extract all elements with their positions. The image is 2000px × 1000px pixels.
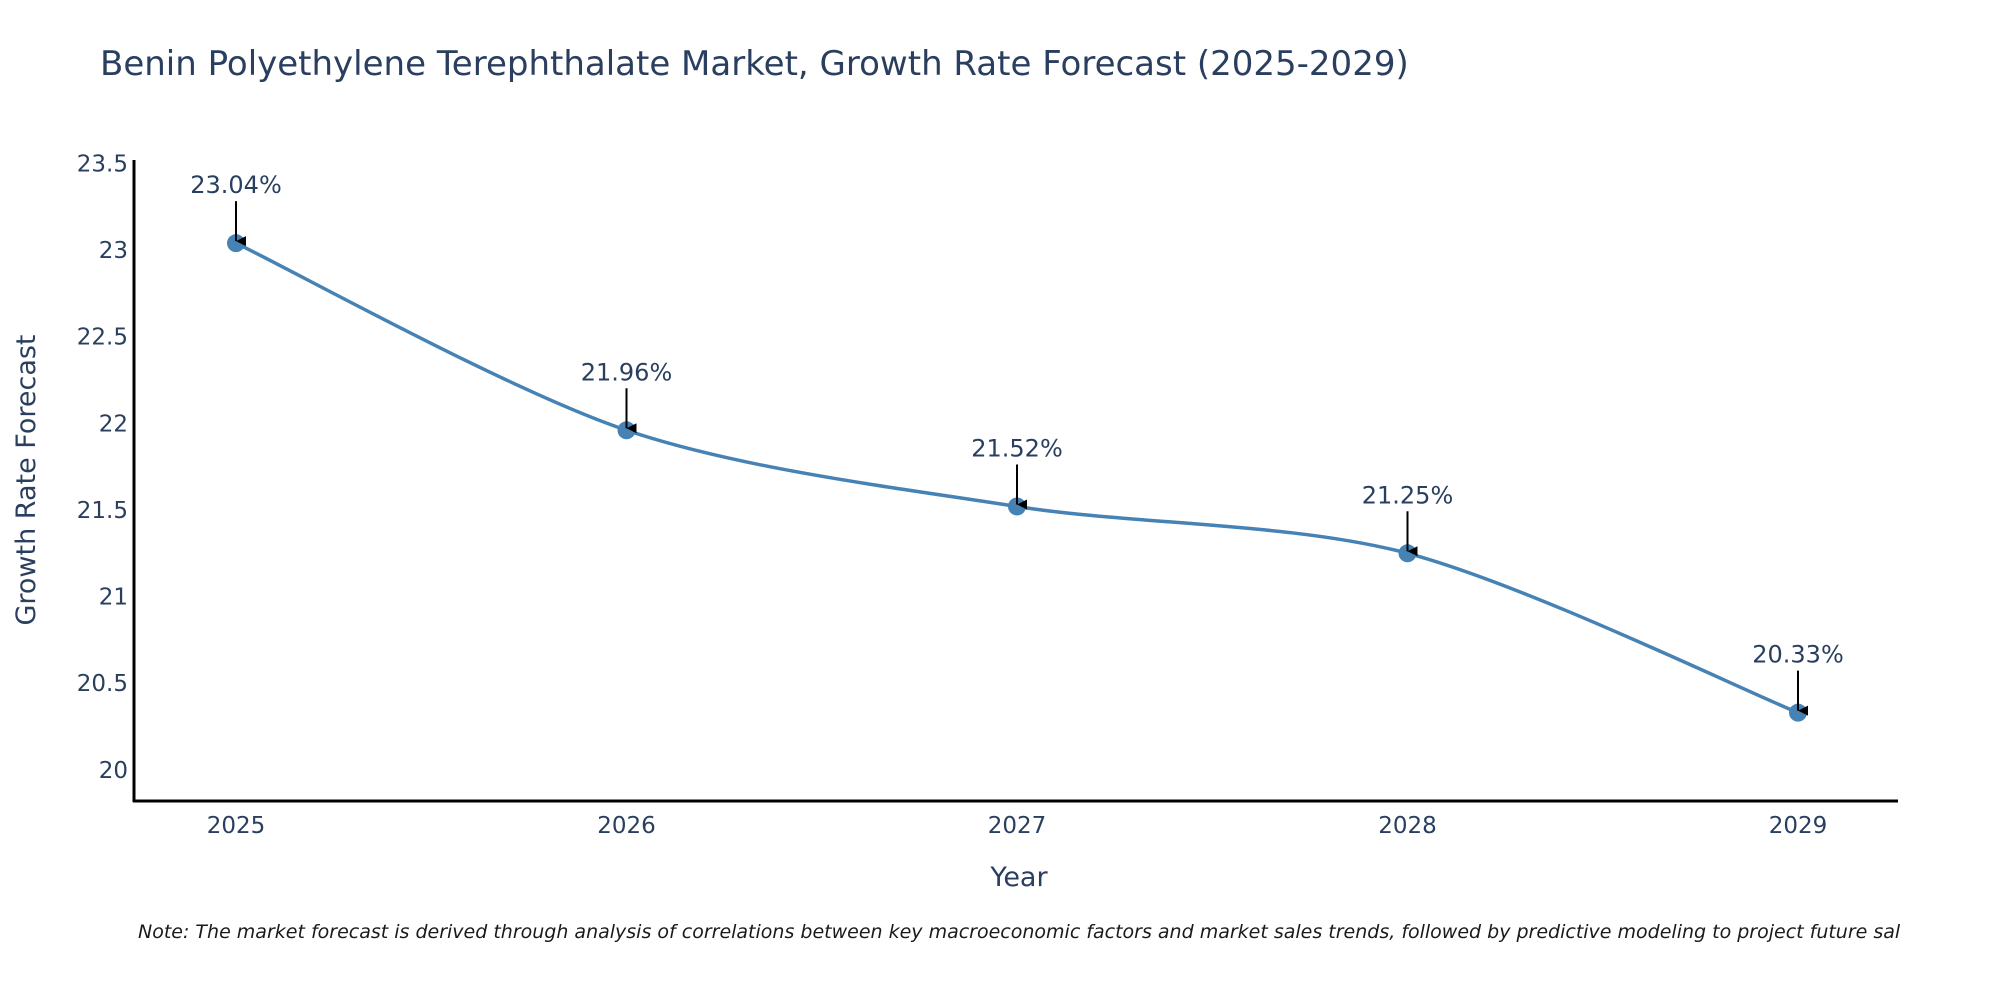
x-axis-ticks: 2025 2026 2027 2028 2029 (207, 813, 1828, 839)
y-axis-title: Growth Rate Forecast (11, 334, 42, 625)
data-label: 20.33% (1752, 641, 1844, 669)
data-label: 21.96% (581, 358, 673, 386)
chart-title: Benin Polyethylene Terephthalate Market,… (100, 44, 1409, 84)
data-label: 21.52% (971, 434, 1063, 462)
x-axis-title: Year (989, 862, 1048, 893)
data-label: 23.04% (190, 171, 282, 199)
axes (132, 160, 1898, 803)
x-tick-label: 2026 (597, 813, 656, 839)
x-tick-label: 2028 (1378, 813, 1437, 839)
y-tick-label: 21.5 (77, 498, 128, 524)
y-tick-label: 22.5 (77, 325, 128, 351)
y-tick-label: 20 (99, 758, 128, 784)
x-tick-label: 2025 (207, 813, 266, 839)
y-tick-label: 21 (99, 585, 128, 611)
y-tick-label: 20.5 (77, 671, 128, 697)
y-axis-ticks: 20 20.5 21 21.5 22 22.5 23 23.5 (77, 151, 128, 783)
y-tick-label: 23.5 (77, 151, 128, 177)
y-tick-label: 23 (99, 238, 128, 264)
data-annotations: 23.04% 21.96% 21.52% 21.25% 20.33% (190, 171, 1844, 716)
x-tick-label: 2029 (1769, 813, 1828, 839)
chart-note: Note: The market forecast is derived thr… (138, 921, 1901, 943)
y-tick-label: 22 (99, 411, 128, 437)
x-tick-label: 2027 (988, 813, 1047, 839)
data-label: 21.25% (1362, 481, 1454, 509)
